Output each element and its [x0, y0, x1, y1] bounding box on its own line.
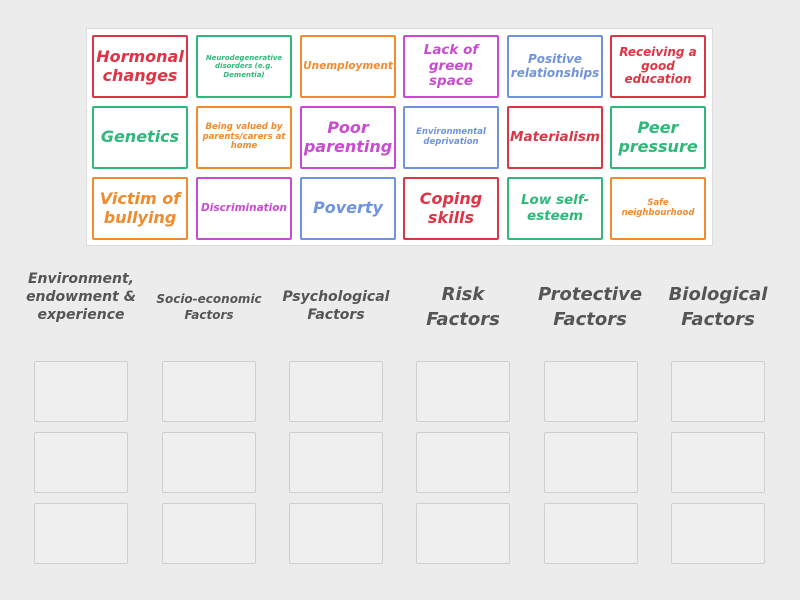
- drop-zone-socio-economic-1[interactable]: [162, 361, 256, 422]
- tile-label: Being valued by parents/carers at home: [202, 121, 286, 152]
- tile-receiving-a-good-education[interactable]: Receiving a good education: [610, 35, 706, 98]
- tile-hormonal-changes[interactable]: Hormonal changes: [92, 35, 188, 98]
- drop-zone-environment-2[interactable]: [34, 432, 128, 493]
- drop-zone-psychological-2[interactable]: [289, 432, 383, 493]
- tile-label: Neurodegenerative disorders (e.g. Dement…: [205, 54, 283, 79]
- drop-zone-psychological-1[interactable]: [289, 361, 383, 422]
- category-heading-risk: Risk Factors: [426, 284, 500, 331]
- category-heading-environment: Environment, endowment & experience: [26, 271, 136, 324]
- tile-unemployment[interactable]: Unemployment: [300, 35, 396, 98]
- tile-genetics[interactable]: Genetics: [92, 106, 188, 169]
- tile-label: Lack of green space: [423, 42, 479, 90]
- tile-label: Genetics: [100, 127, 180, 147]
- category-heading-socio-economic: Socio-economic Factors: [156, 292, 262, 322]
- category-heading-protective: Protective Factors: [537, 284, 643, 331]
- tile-poverty[interactable]: Poverty: [300, 177, 396, 240]
- tile-low-self-esteem[interactable]: Low self-esteem: [507, 177, 603, 240]
- tile-environmental-deprivation[interactable]: Environmental deprivation: [403, 106, 499, 169]
- drop-zone-risk-1[interactable]: [416, 361, 510, 422]
- drop-zone-biological-1[interactable]: [671, 361, 765, 422]
- tile-label: Poor parenting: [303, 118, 393, 156]
- drop-zone-socio-economic-3[interactable]: [162, 503, 256, 564]
- category-heading-biological: Biological Factors: [668, 284, 768, 331]
- tile-label: Safe neighbourhood: [621, 197, 695, 218]
- drop-zone-biological-2[interactable]: [671, 432, 765, 493]
- tile-label: Coping skills: [419, 189, 483, 227]
- tile-lack-of-green-space[interactable]: Lack of green space: [403, 35, 499, 98]
- drop-zone-socio-economic-2[interactable]: [162, 432, 256, 493]
- drop-zone-environment-1[interactable]: [34, 361, 128, 422]
- tile-label: Receiving a good education: [619, 44, 697, 87]
- tile-positive-relationships[interactable]: Positive relationships: [507, 35, 603, 98]
- drop-zone-psychological-3[interactable]: [289, 503, 383, 564]
- tile-label: Materialism: [510, 128, 600, 145]
- tile-label: Victim of bullying: [99, 189, 181, 227]
- tile-neurodegenerative-disorders[interactable]: Neurodegenerative disorders (e.g. Dement…: [196, 35, 292, 98]
- tile-safe-neighbourhood[interactable]: Safe neighbourhood: [610, 177, 706, 240]
- tile-label: Positive relationships: [510, 51, 600, 80]
- tile-peer-pressure[interactable]: Peer pressure: [610, 106, 706, 169]
- tile-label: Low self-esteem: [520, 191, 590, 224]
- category-heading-psychological: Psychological Factors: [282, 289, 390, 324]
- drop-zone-protective-2[interactable]: [544, 432, 638, 493]
- drop-zone-environment-3[interactable]: [34, 503, 128, 564]
- tile-victim-of-bullying[interactable]: Victim of bullying: [92, 177, 188, 240]
- tile-label: Environmental deprivation: [416, 126, 486, 147]
- drop-zone-protective-1[interactable]: [544, 361, 638, 422]
- drop-zone-risk-2[interactable]: [416, 432, 510, 493]
- tile-label: Discrimination: [201, 202, 287, 215]
- tile-poor-parenting[interactable]: Poor parenting: [300, 106, 396, 169]
- tile-board: Hormonal changes Neurodegenerative disor…: [86, 28, 713, 246]
- tile-label: Hormonal changes: [96, 47, 184, 85]
- tile-materialism[interactable]: Materialism: [507, 106, 603, 169]
- tile-label: Poverty: [313, 198, 383, 218]
- drop-zone-risk-3[interactable]: [416, 503, 510, 564]
- tile-coping-skills[interactable]: Coping skills: [403, 177, 499, 240]
- tile-label: Unemployment: [303, 60, 393, 73]
- tile-being-valued-by-parents[interactable]: Being valued by parents/carers at home: [196, 106, 292, 169]
- drop-zone-biological-3[interactable]: [671, 503, 765, 564]
- drop-zone-protective-3[interactable]: [544, 503, 638, 564]
- tile-label: Peer pressure: [618, 118, 698, 156]
- tile-discrimination[interactable]: Discrimination: [196, 177, 292, 240]
